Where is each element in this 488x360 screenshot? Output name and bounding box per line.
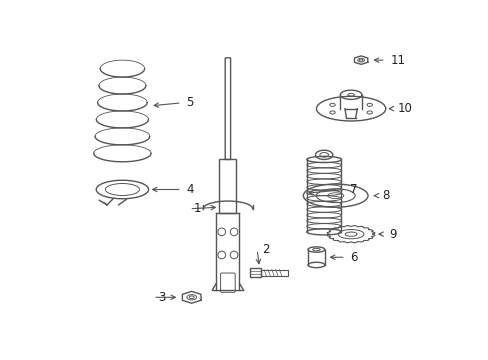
Text: 3: 3 [158,291,165,304]
Text: 10: 10 [397,102,412,115]
Text: 1: 1 [194,202,201,215]
Text: 4: 4 [186,183,193,196]
Text: 9: 9 [388,228,395,240]
Text: 2: 2 [261,243,269,256]
Bar [219,159,236,213]
Text: 5: 5 [186,96,193,109]
Text: 11: 11 [389,54,405,67]
Bar [250,269,261,277]
Text: 6: 6 [349,251,357,264]
Bar [261,270,287,276]
Text: 7: 7 [349,183,357,196]
Text: 8: 8 [382,189,389,202]
